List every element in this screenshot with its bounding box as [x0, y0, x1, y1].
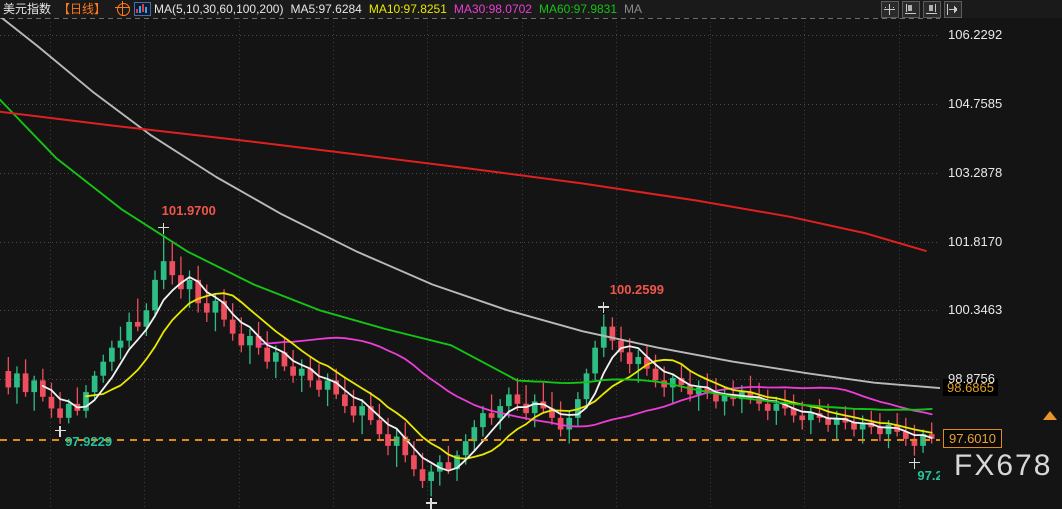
annotation-low-97-92: 97.9229 [65, 433, 113, 449]
zoom-right-button[interactable] [923, 1, 941, 18]
axis-tick-label: 104.7585 [948, 96, 1003, 112]
axis-tick-label: 98.8756 [948, 371, 995, 387]
gridline-vertical [899, 18, 900, 509]
gridline-horizontal [0, 379, 940, 380]
grid-lines [0, 18, 940, 509]
mini-chart-icon[interactable] [134, 2, 152, 16]
annotation-high-101-97: 101.9700 [161, 202, 216, 218]
last-price-box: 97.6010 [943, 428, 1002, 448]
symbol-label: 美元指数 [3, 2, 52, 16]
annotation-high-100-26: 100.2599 [609, 282, 664, 298]
gridline-vertical [522, 18, 523, 509]
gridline-horizontal [0, 242, 940, 243]
last-price-dashed-line [0, 439, 940, 441]
watermark-logo: FX678 [954, 449, 1053, 482]
gridline-horizontal [0, 104, 940, 105]
ma-settings-label[interactable]: MA(5,10,30,60,100,200) [154, 2, 284, 16]
axis-tick-label: 103.2878 [948, 164, 1003, 180]
chart-header-bar: 美元指数 【日线】 MA(5,10,30,60,100,200) MA5:97.… [0, 0, 1062, 18]
jump-latest-button[interactable] [944, 1, 962, 18]
gridline-vertical [50, 18, 51, 509]
axis-tick-label: 100.3463 [948, 302, 1003, 318]
ma10-readout: MA10:97.8251 [368, 2, 447, 16]
ma60-readout: MA60:97.9831 [538, 2, 618, 16]
period-label: 【日线】 [58, 2, 107, 16]
annotation-low-97-24: 97.2409 [917, 467, 940, 483]
gridline-vertical [710, 18, 711, 509]
gridline-horizontal [0, 35, 940, 36]
gridline-horizontal [0, 173, 940, 174]
candlestick-svg [0, 18, 940, 497]
gridline-vertical [333, 18, 334, 509]
ma5-readout: MA5:97.6284 [290, 2, 362, 16]
ma-tail-label: MA [624, 2, 643, 16]
chart-toolbar [881, 1, 962, 18]
gridline-vertical [804, 18, 805, 509]
ma30-readout: MA30:98.0702 [453, 2, 532, 16]
gridline-vertical [144, 18, 145, 509]
gridline-horizontal [0, 310, 940, 311]
price-plot-area[interactable]: 101.9700 100.2599 97.9229 96.3729 97.240… [0, 18, 940, 509]
axis-tick-label: 106.2292 [948, 27, 1003, 43]
gridline-vertical [427, 18, 428, 509]
ma100-value-badge: 98.6865 [943, 379, 998, 397]
gridline-vertical [239, 18, 240, 509]
axis-tick-label: 101.8170 [948, 233, 1003, 249]
price-axis[interactable]: 98.6865 97.6010 FX678 106.2292 104.7585 10… [940, 18, 1062, 509]
last-price-arrow-icon [1043, 410, 1057, 420]
crosshair-target-icon[interactable] [115, 0, 131, 16]
gridline-vertical [616, 18, 617, 509]
crosshair-move-button[interactable] [881, 1, 899, 18]
top-rule [0, 18, 940, 19]
zoom-left-button[interactable] [902, 1, 920, 18]
